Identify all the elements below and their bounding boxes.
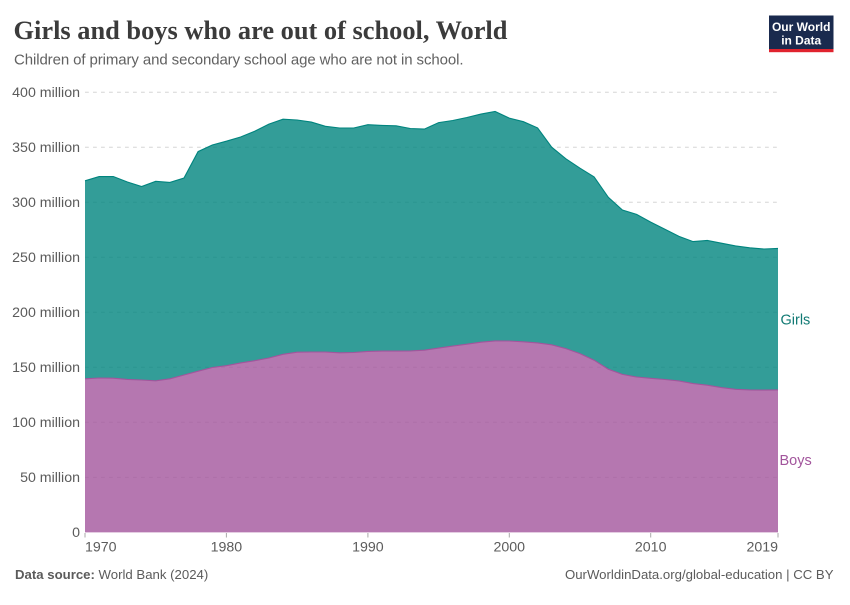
svg-text:OurWorldinData.org/global-educ: OurWorldinData.org/global-education | CC… bbox=[565, 567, 834, 582]
svg-text:Girls: Girls bbox=[781, 313, 811, 329]
svg-text:Girls and boys who are out of: Girls and boys who are out of school, Wo… bbox=[14, 15, 508, 45]
svg-text:Our World: Our World bbox=[772, 20, 830, 34]
svg-text:2010: 2010 bbox=[635, 540, 667, 556]
svg-text:100 million: 100 million bbox=[12, 415, 80, 431]
svg-text:1980: 1980 bbox=[211, 540, 243, 556]
svg-text:Children of primary and second: Children of primary and secondary school… bbox=[14, 52, 463, 69]
svg-text:250 million: 250 million bbox=[12, 250, 80, 266]
svg-text:1970: 1970 bbox=[85, 540, 117, 556]
svg-text:Boys: Boys bbox=[780, 453, 812, 469]
svg-text:1990: 1990 bbox=[352, 540, 384, 556]
svg-text:0: 0 bbox=[72, 525, 80, 541]
svg-text:350 million: 350 million bbox=[12, 140, 80, 156]
svg-text:200 million: 200 million bbox=[12, 305, 80, 321]
svg-text:150 million: 150 million bbox=[12, 360, 80, 376]
svg-text:50 million: 50 million bbox=[20, 470, 80, 486]
svg-text:400 million: 400 million bbox=[12, 85, 80, 101]
svg-text:2000: 2000 bbox=[494, 540, 526, 556]
svg-text:Data source: World Bank (2024): Data source: World Bank (2024) bbox=[15, 567, 208, 582]
svg-text:300 million: 300 million bbox=[12, 195, 80, 211]
svg-text:in Data: in Data bbox=[781, 34, 821, 48]
svg-text:2019: 2019 bbox=[746, 540, 778, 556]
